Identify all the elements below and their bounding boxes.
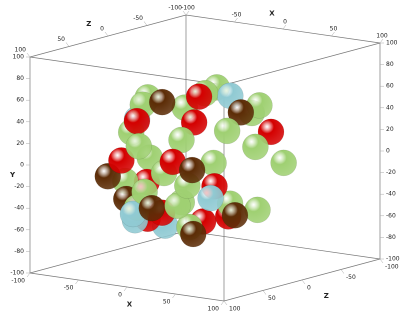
y-tick-label: -60: [386, 212, 396, 219]
z-tick-label: -100: [385, 264, 399, 271]
sphere: [222, 202, 248, 228]
z-tick: [380, 259, 383, 263]
y-tick-label: -80: [14, 248, 24, 255]
x-tick-label: 0: [283, 19, 287, 26]
z-tick: [144, 22, 147, 26]
sphere: [245, 197, 271, 223]
sphere: [214, 118, 240, 144]
x-tick: [235, 18, 238, 22]
x-tick: [221, 301, 224, 305]
x-tick-label: -50: [64, 285, 74, 292]
z-tick-label: 100: [15, 47, 27, 54]
x-axis-label: X: [269, 10, 275, 18]
z-tick: [341, 270, 344, 274]
sphere: [124, 108, 150, 134]
z-tick-label: -50: [346, 274, 356, 281]
x-tick: [186, 11, 189, 15]
z-tick: [263, 291, 266, 295]
x-tick-label: 100: [376, 33, 388, 40]
x-tick-label: 50: [163, 299, 171, 306]
x-tick: [380, 39, 383, 43]
sphere: [149, 89, 175, 115]
y-tick-label: -40: [14, 205, 24, 212]
x-tick: [76, 280, 79, 284]
z-tick: [302, 280, 305, 284]
y-tick-label: 40: [386, 104, 394, 111]
chart: -100-100-80-80-60-60-40-40-20-2000202040…: [0, 0, 405, 321]
y-tick-label: -80: [386, 234, 396, 241]
x-tick-label: 100: [208, 306, 220, 313]
z-tick-label: -100: [168, 5, 182, 12]
y-tick-label: 60: [16, 97, 24, 104]
sphere: [126, 133, 152, 159]
z-tick-label: 50: [268, 295, 276, 302]
x-tick: [173, 294, 176, 298]
y-tick-label: 80: [386, 61, 394, 68]
y-tick-label: 0: [20, 162, 24, 169]
y-tick-label: -100: [10, 270, 24, 277]
x-tick: [332, 32, 335, 36]
sphere: [179, 157, 205, 183]
z-tick: [27, 53, 30, 57]
y-tick-label: 20: [16, 140, 24, 147]
z-axis-label: Z: [86, 20, 91, 28]
sphere: [198, 185, 224, 211]
x-tick: [124, 287, 127, 291]
sphere: [186, 84, 212, 110]
z-tick: [224, 301, 227, 305]
y-tick-label: 100: [386, 40, 398, 47]
sphere: [242, 134, 268, 160]
z-axis-label: Z: [324, 292, 329, 300]
y-tick-label: -40: [386, 191, 396, 198]
z-tick: [105, 32, 108, 36]
z-tick-label: 50: [57, 36, 65, 43]
x-tick: [283, 25, 286, 29]
y-tick-label: 100: [13, 54, 25, 61]
sphere: [139, 195, 165, 221]
y-axis-label: Y: [9, 171, 16, 179]
y-tick-label: 20: [386, 126, 394, 133]
x-tick-label: -100: [181, 5, 195, 12]
box-edge: [30, 57, 224, 85]
x-axis-label: X: [127, 300, 133, 308]
y-tick-label: -20: [14, 183, 24, 190]
y-tick-label: 80: [16, 75, 24, 82]
x-tick-label: 0: [118, 292, 122, 299]
z-tick-label: 100: [229, 306, 241, 313]
sphere: [271, 150, 297, 176]
z-tick-label: 0: [307, 285, 311, 292]
z-tick: [183, 11, 186, 15]
box-edge: [224, 43, 380, 85]
y-tick-label: -60: [14, 226, 24, 233]
x-tick-label: -50: [232, 12, 242, 19]
z-tick: [66, 43, 69, 47]
x-tick-label: 50: [330, 26, 338, 33]
x-tick-label: -100: [11, 278, 25, 285]
y-tick-label: 60: [386, 83, 394, 90]
x-tick: [27, 273, 30, 277]
z-tick-label: 0: [100, 26, 104, 33]
sphere: [180, 221, 206, 247]
y-tick-label: -100: [386, 256, 400, 263]
box-edge: [186, 231, 380, 259]
y-tick-label: -20: [386, 169, 396, 176]
z-tick-label: -50: [133, 15, 143, 22]
y-tick-label: 40: [16, 118, 24, 125]
y-tick-label: 0: [386, 148, 390, 155]
